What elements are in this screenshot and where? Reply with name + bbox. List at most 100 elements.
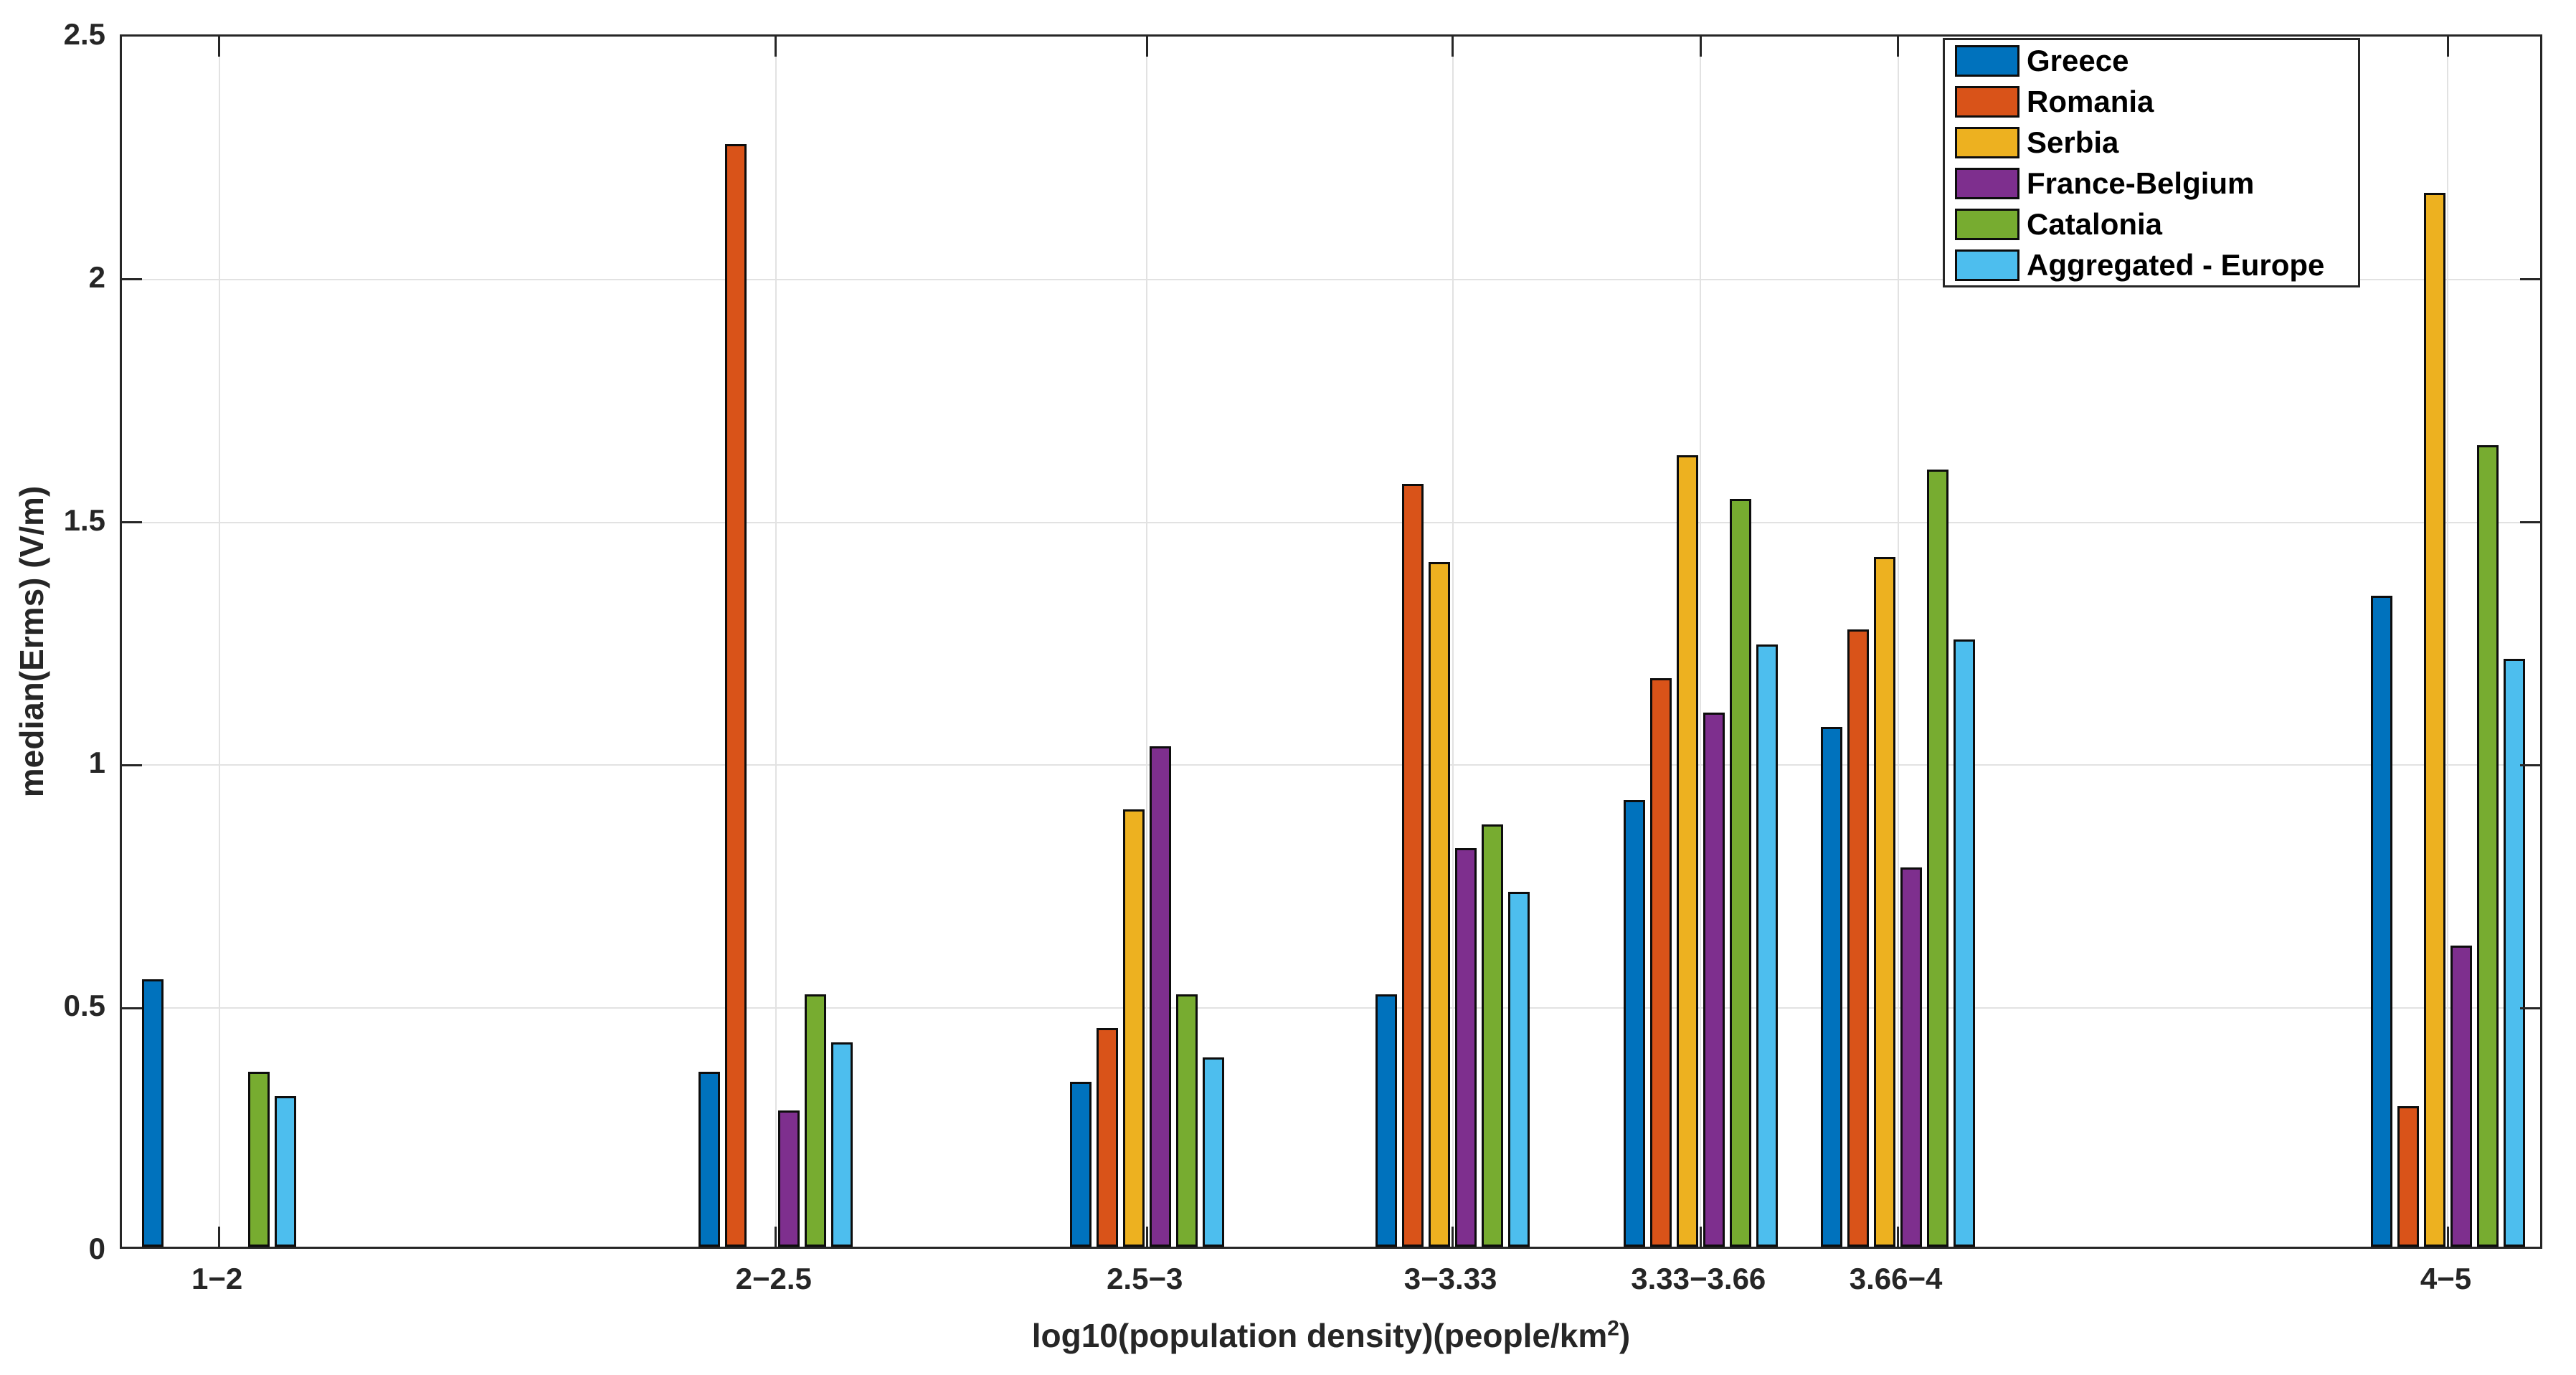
bar-catalonia-4-5 [2476, 444, 2499, 1247]
bar-aggregated-europe-3-33-3-66 [1756, 644, 1778, 1247]
x-tick-top-2-2-5 [775, 37, 777, 57]
y-gridline-1 [122, 764, 2540, 766]
y-tick-right-2 [2520, 278, 2540, 281]
x-tick-top-4-5 [2446, 37, 2449, 57]
bar-serbia-4-5 [2423, 192, 2445, 1247]
x-axis-label: log10(population density)(people/km2) [1032, 1316, 1631, 1355]
x-tick-label-1-2: 1−2 [191, 1262, 243, 1295]
x-tick-label-2-2-5: 2−2.5 [735, 1262, 812, 1295]
x-tick-label-3-66-4: 3.66−4 [1849, 1262, 1943, 1295]
bar-catalonia-3-33-3-66 [1729, 498, 1751, 1247]
bar-greece-3-33-3-66 [1623, 799, 1645, 1247]
bar-greece-2-2-5 [699, 1072, 721, 1247]
bar-romania-3-66-4 [1847, 629, 1870, 1247]
bar-aggregated-europe-1-2 [275, 1095, 297, 1247]
x-axis-label-close-paren: ) [1619, 1317, 1631, 1354]
legend-label-romania: Romania [2027, 84, 2154, 118]
legend-entry-greece: Greece [1945, 40, 2358, 81]
x-tick-top-1-2 [218, 37, 221, 57]
legend-label-france-belgium: France-Belgium [2027, 166, 2255, 200]
x-tick-label-3-33-3-66: 3.33−3.66 [1631, 1262, 1766, 1295]
bar-france-belgium-3-3-33 [1455, 848, 1477, 1247]
bar-france-belgium-2-5-3 [1149, 746, 1171, 1247]
legend-swatch-greece [1955, 44, 2019, 77]
bar-aggregated-europe-3-66-4 [1954, 639, 1976, 1247]
x-tick-label-3-3-33: 3−3.33 [1403, 1262, 1497, 1295]
bar-greece-1-2 [142, 979, 164, 1247]
legend-entry-serbia: Serbia [1945, 122, 2358, 163]
bar-aggregated-europe-3-3-33 [1508, 892, 1530, 1247]
bar-serbia-3-33-3-66 [1676, 455, 1698, 1247]
bar-greece-2-5-3 [1069, 1081, 1092, 1247]
y-tick-left-1.5 [122, 521, 142, 524]
legend-entry-france-belgium: France-Belgium [1945, 163, 2358, 204]
bar-serbia-2-5-3 [1122, 809, 1145, 1247]
x-tick-bottom-2-2-5 [775, 1227, 777, 1247]
legend-entry-romania: Romania [1945, 81, 2358, 122]
bar-romania-3-3-33 [1402, 484, 1424, 1247]
y-gridline-0.5 [122, 1007, 2540, 1009]
x-tick-top-3-3-33 [1452, 37, 1454, 57]
y-tick-label-1.5: 1.5 [63, 503, 105, 537]
x-tick-label-2-5-3: 2.5−3 [1107, 1262, 1183, 1295]
bar-romania-4-5 [2397, 1105, 2419, 1247]
bar-romania-3-33-3-66 [1649, 678, 1672, 1247]
x-gridline-3-33-3-66 [1700, 37, 1702, 1247]
legend-swatch-serbia [1955, 126, 2019, 158]
legend-label-serbia: Serbia [2027, 125, 2119, 159]
bar-serbia-3-3-33 [1429, 561, 1451, 1247]
x-gridline-4-5 [2447, 37, 2449, 1247]
x-tick-bottom-3-3-33 [1452, 1227, 1454, 1247]
bar-greece-3-66-4 [1821, 726, 1843, 1247]
bar-aggregated-europe-2-2-5 [831, 1042, 853, 1247]
x-tick-label-4-5: 4−5 [2420, 1262, 2472, 1295]
bar-aggregated-europe-2-5-3 [1202, 1057, 1224, 1247]
legend-swatch-france-belgium [1955, 167, 2019, 199]
y-gridline-1.5 [122, 521, 2540, 523]
x-axis-label-superscript: 2 [1607, 1316, 1619, 1341]
y-tick-label-0: 0 [88, 1232, 105, 1265]
legend-swatch-romania [1955, 85, 2019, 118]
y-tick-label-0.5: 0.5 [63, 989, 105, 1023]
x-gridline-3-66-4 [1897, 37, 1899, 1247]
bar-greece-4-5 [2370, 596, 2392, 1247]
bar-france-belgium-3-33-3-66 [1703, 712, 1725, 1247]
legend-swatch-aggregated-europe [1955, 249, 2019, 281]
legend-label-aggregated-europe: Aggregated - Europe [2027, 247, 2325, 282]
bar-catalonia-3-3-33 [1482, 824, 1504, 1247]
y-tick-left-2 [122, 278, 142, 281]
legend: Greece Romania Serbia France-Belgium Catalon… [1943, 38, 2360, 287]
x-gridline-3-3-33 [1452, 37, 1454, 1247]
y-tick-right-1.5 [2520, 521, 2540, 524]
y-tick-label-1: 1 [88, 746, 105, 780]
y-gridline-2 [122, 278, 2540, 280]
y-axis-label: median(Erms) (V/m) [13, 485, 50, 798]
x-gridline-1-2 [218, 37, 220, 1247]
legend-entry-catalonia: Catalonia [1945, 204, 2358, 244]
bar-france-belgium-3-66-4 [1900, 867, 1923, 1247]
y-tick-label-2: 2 [88, 260, 105, 294]
x-tick-bottom-1-2 [218, 1227, 221, 1247]
y-tick-right-0.5 [2520, 1007, 2540, 1009]
x-tick-top-3-33-3-66 [1699, 37, 1702, 57]
x-tick-bottom-3-33-3-66 [1699, 1227, 1702, 1247]
bar-catalonia-2-5-3 [1175, 994, 1198, 1247]
bar-aggregated-europe-4-5 [2503, 659, 2525, 1247]
legend-swatch-catalonia [1955, 208, 2019, 240]
bar-catalonia-1-2 [248, 1072, 270, 1247]
bar-romania-2-5-3 [1096, 1028, 1118, 1247]
legend-label-catalonia: Catalonia [2027, 206, 2163, 241]
legend-label-greece: Greece [2027, 43, 2129, 77]
bar-serbia-3-66-4 [1874, 556, 1896, 1247]
x-tick-bottom-2-5-3 [1145, 1227, 1148, 1247]
x-tick-bottom-4-5 [2446, 1227, 2449, 1247]
bar-catalonia-2-2-5 [805, 994, 827, 1247]
y-tick-right-1 [2520, 763, 2540, 766]
x-tick-bottom-3-66-4 [1897, 1227, 1900, 1247]
bar-romania-2-2-5 [725, 143, 747, 1247]
x-gridline-2-2-5 [775, 37, 777, 1247]
y-tick-left-0.5 [122, 1007, 142, 1009]
bar-greece-3-3-33 [1375, 994, 1398, 1247]
x-gridline-2-5-3 [1146, 37, 1148, 1247]
